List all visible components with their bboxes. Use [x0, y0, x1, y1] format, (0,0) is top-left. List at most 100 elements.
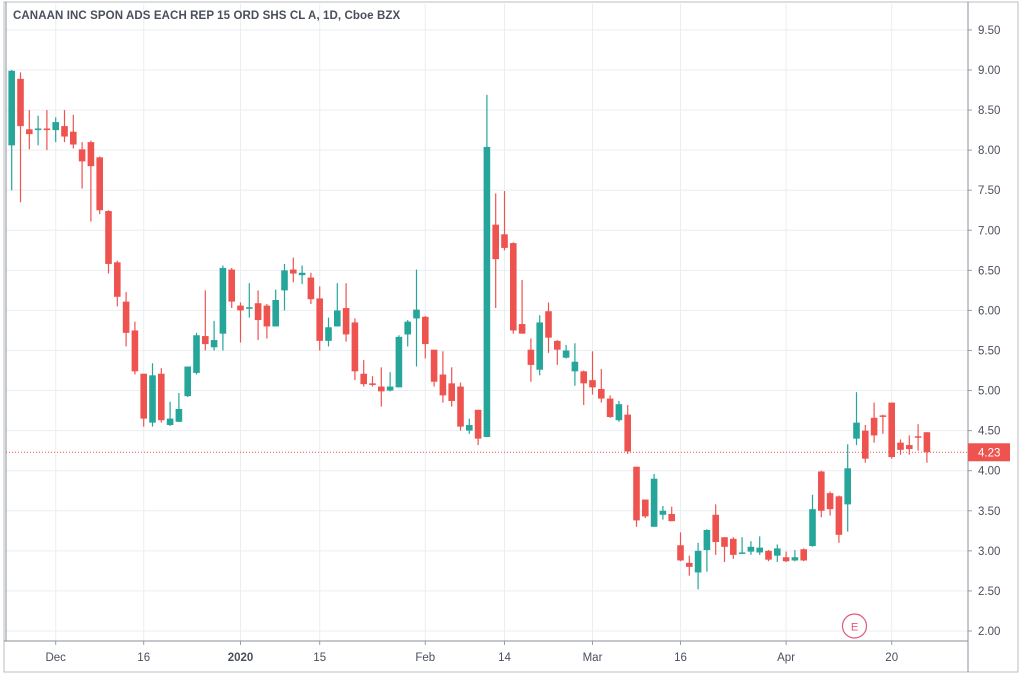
- candle-down: [70, 131, 77, 145]
- candle-down: [721, 537, 728, 547]
- candle-down: [17, 78, 24, 127]
- candle-up: [413, 309, 420, 319]
- candle-up: [615, 404, 623, 421]
- earnings-marker-label: E: [851, 622, 858, 634]
- y-tick-label: 2.50: [978, 586, 1000, 598]
- candle-down: [527, 349, 535, 365]
- candle-down: [457, 386, 464, 427]
- candle-up: [34, 128, 42, 131]
- candle-down: [677, 545, 684, 561]
- candle-up: [210, 340, 218, 348]
- candle-down: [633, 466, 640, 521]
- candle-up: [52, 122, 59, 131]
- earnings-marker-icon: [841, 613, 868, 639]
- x-tick-label: Dec: [45, 652, 66, 664]
- candle-down: [122, 301, 130, 333]
- candle-up: [193, 335, 200, 373]
- candle-down: [518, 324, 526, 334]
- candle-down: [439, 374, 447, 396]
- x-tick-label: Mar: [583, 652, 603, 664]
- y-tick-label: 9.00: [978, 65, 1000, 77]
- candle-up: [650, 478, 658, 527]
- candle-down: [879, 415, 887, 417]
- candle-up: [694, 550, 702, 573]
- candle-up: [386, 386, 394, 391]
- candle-up: [272, 300, 279, 327]
- candle-up: [149, 375, 156, 423]
- candle-down: [430, 349, 438, 382]
- candle-down: [254, 303, 262, 321]
- y-tick-label: 5.00: [978, 386, 1000, 398]
- candle-down: [606, 398, 614, 418]
- last-price-badge: [968, 443, 1010, 462]
- candle-down: [888, 402, 895, 458]
- candle-down: [290, 269, 297, 274]
- candle-up: [536, 322, 543, 370]
- candle-down: [897, 442, 904, 450]
- candle-up: [703, 530, 711, 551]
- candle-down: [369, 383, 376, 385]
- candle-up: [404, 321, 411, 335]
- candle-up: [747, 546, 755, 552]
- x-tick-label: 16: [674, 652, 687, 664]
- candle-down: [598, 388, 605, 399]
- candle-down: [580, 371, 587, 384]
- candle-down: [96, 157, 103, 211]
- candle-down: [686, 562, 693, 567]
- last-price-label: 4.23: [978, 447, 1000, 459]
- candle-down: [43, 128, 51, 131]
- x-tick-label: 16: [137, 652, 150, 664]
- candle-down: [545, 311, 552, 338]
- candle-down: [642, 499, 649, 517]
- y-tick-label: 7.00: [978, 225, 1000, 237]
- candle-up: [853, 422, 860, 439]
- candle-up: [844, 468, 851, 505]
- candle-up: [325, 327, 332, 341]
- candle-down: [263, 305, 271, 327]
- candle-up: [756, 547, 763, 553]
- candle-up: [809, 509, 816, 547]
- candle-up: [334, 310, 341, 327]
- candle-down: [158, 373, 165, 421]
- candle-up: [483, 146, 491, 438]
- candle-down: [914, 436, 922, 438]
- candle-down: [782, 557, 790, 562]
- candle-down: [105, 211, 112, 264]
- candle-up: [184, 366, 191, 397]
- candle-down: [26, 129, 33, 135]
- candle-down: [316, 298, 323, 341]
- candle-up: [246, 307, 253, 309]
- candle-down: [114, 262, 121, 297]
- y-tick-label: 8.00: [978, 145, 1000, 157]
- x-tick-label: Apr: [777, 652, 795, 664]
- candle-down: [307, 277, 315, 300]
- candle-down: [835, 496, 843, 535]
- candle-down: [78, 149, 86, 162]
- x-tick-label: 2020: [228, 652, 254, 664]
- candle-down: [730, 538, 737, 555]
- candle-down: [228, 269, 235, 302]
- candle-down: [492, 224, 499, 260]
- candle-up: [281, 270, 288, 291]
- candle-up: [219, 267, 227, 334]
- candle-down: [422, 316, 429, 345]
- candle-down: [862, 430, 869, 459]
- candle-down: [474, 409, 482, 439]
- candle-down: [923, 432, 931, 453]
- x-tick-label: 14: [498, 652, 511, 664]
- y-tick-label: 5.50: [978, 345, 1000, 357]
- chart-title: CANAAN INC SPON ADS EACH REP 15 ORD SHS …: [13, 10, 401, 22]
- candle-up: [738, 552, 746, 554]
- candle-down: [800, 549, 807, 561]
- y-tick-label: 6.00: [978, 305, 1000, 317]
- chart-frame: [3, 1, 1019, 673]
- candle-down: [501, 234, 508, 248]
- candle-down: [624, 414, 631, 452]
- candle-down: [589, 380, 596, 388]
- candle-down: [140, 373, 147, 419]
- y-tick-label: 9.50: [978, 25, 1000, 37]
- y-tick-label: 6.50: [978, 265, 1000, 277]
- x-tick-label: 15: [313, 652, 326, 664]
